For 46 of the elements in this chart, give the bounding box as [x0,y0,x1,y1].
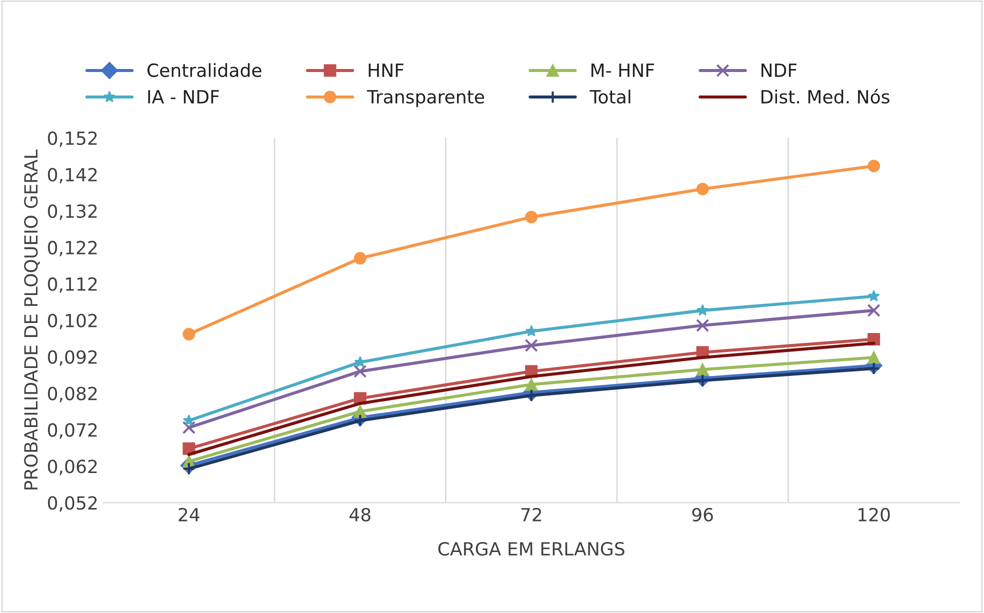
point [182,420,196,434]
point [354,364,367,378]
point [525,210,538,224]
y-tick-label: 0,062 [48,460,97,476]
point [354,405,366,418]
point [525,324,538,336]
y-tick-label: 0,132 [48,204,97,220]
y-axis-title: PROBABILIDADE DE PLOQUEIO GERAL [24,150,40,490]
y-tick-label: 0,072 [48,423,97,439]
y-tick-label: 0,152 [48,131,97,147]
point [696,304,709,316]
legend-label: IA - NDF [148,90,219,104]
legend-label: HNF [368,64,404,77]
point [182,328,196,340]
legend-label: Dist. Med. Nós [762,88,890,104]
legend-label: M- HNF [592,64,654,77]
x-tick-label: 48 [350,508,370,522]
x-tick-label: 24 [178,508,200,522]
point [867,362,880,376]
legend-label: Total [590,90,630,104]
y-tick-label: 0,052 [48,496,97,512]
y-tick-label: 0,122 [48,240,97,256]
legend-label: NDF [762,64,797,77]
x-axis-title: CARGA EM ERLANGS [438,542,624,556]
y-tick-label: 0,082 [48,386,97,402]
point [868,351,880,364]
point [696,318,710,332]
x-tick-label: 120 [858,508,890,522]
y-tick-label: 0,102 [48,314,97,330]
point [354,356,366,368]
y-tick-label: 0,142 [48,168,97,184]
point [696,363,709,376]
x-tick-label: 96 [692,508,713,522]
y-tick-label: 0,092 [48,350,97,366]
y-tick-label: 0,112 [48,277,97,293]
point [525,378,538,391]
point [354,252,366,265]
point [867,304,880,318]
point [868,160,880,172]
point [696,182,709,196]
x-tick-label: 72 [521,508,542,522]
legend-label: Transparente [366,90,484,108]
legend-label: Centralidade [147,63,262,78]
point [354,414,367,428]
point [868,290,880,302]
point [524,338,538,352]
